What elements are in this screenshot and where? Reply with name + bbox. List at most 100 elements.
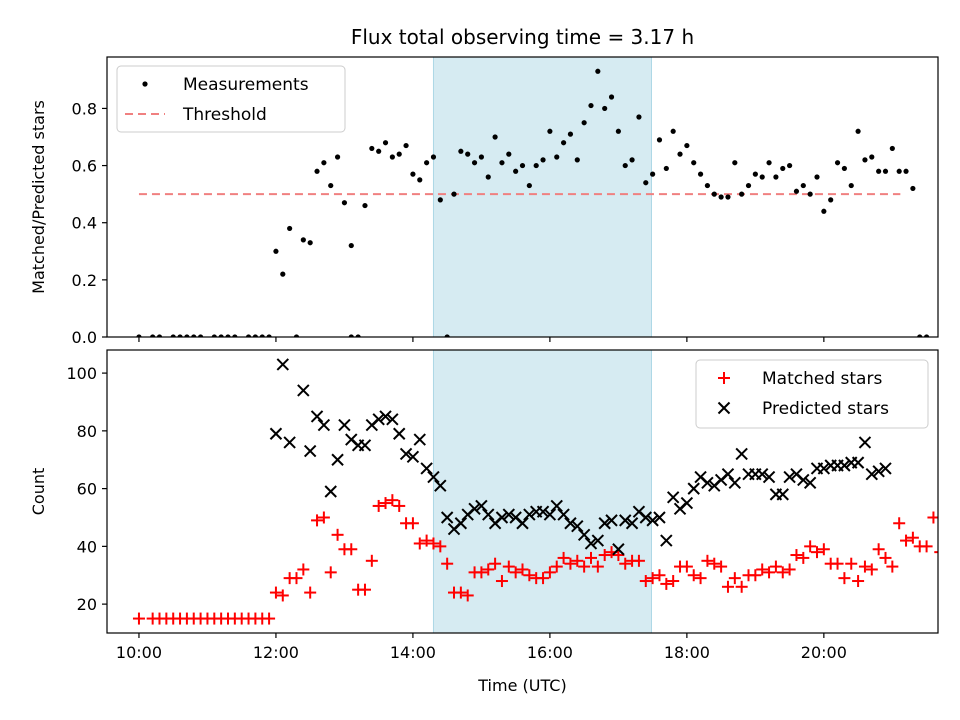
data-point bbox=[513, 168, 519, 174]
data-point bbox=[266, 334, 272, 337]
data-point bbox=[420, 534, 433, 547]
data-point bbox=[763, 566, 776, 579]
data-point bbox=[636, 114, 642, 120]
data-point bbox=[615, 128, 621, 134]
data-point bbox=[252, 334, 258, 337]
data-point bbox=[468, 502, 481, 516]
data-point bbox=[807, 191, 813, 197]
data-point bbox=[269, 586, 282, 599]
data-point bbox=[287, 225, 293, 232]
data-point bbox=[300, 237, 306, 243]
data-point bbox=[800, 182, 806, 189]
data-point bbox=[379, 497, 392, 510]
data-point bbox=[334, 154, 341, 160]
data-point bbox=[136, 334, 142, 337]
data-point bbox=[560, 140, 567, 146]
x-axis-label: Time (UTC) bbox=[477, 676, 566, 695]
data-point bbox=[598, 549, 611, 562]
data-point bbox=[369, 145, 375, 152]
data-point bbox=[317, 511, 330, 524]
data-point bbox=[735, 580, 748, 593]
data-point bbox=[276, 358, 289, 371]
data-point bbox=[406, 517, 419, 530]
legend: Matched stars Predicted stars bbox=[695, 359, 929, 429]
data-point bbox=[653, 511, 666, 524]
x-tick-label: 10:00 bbox=[116, 643, 162, 662]
data-point bbox=[831, 557, 844, 570]
highlight-span bbox=[432, 349, 652, 634]
data-point bbox=[803, 476, 817, 490]
series-predicted-stars bbox=[269, 358, 892, 556]
data-point bbox=[776, 566, 789, 579]
data-point bbox=[622, 162, 628, 169]
data-point bbox=[177, 334, 183, 337]
data-point bbox=[595, 68, 601, 74]
data-point bbox=[547, 128, 553, 134]
data-point bbox=[650, 171, 656, 177]
data-point bbox=[762, 470, 776, 484]
data-point bbox=[862, 157, 868, 163]
data-point bbox=[348, 242, 354, 249]
data-point bbox=[557, 508, 570, 521]
y-tick-label: 0.6 bbox=[72, 157, 97, 176]
data-point bbox=[783, 563, 796, 576]
data-point bbox=[132, 612, 145, 625]
data-point bbox=[533, 162, 539, 169]
data-point bbox=[382, 140, 389, 146]
data-point bbox=[797, 473, 810, 487]
data-point bbox=[475, 566, 488, 579]
data-point bbox=[612, 543, 625, 556]
data-point bbox=[482, 563, 495, 576]
data-point bbox=[225, 334, 231, 337]
data-point bbox=[608, 94, 615, 100]
data-point bbox=[680, 496, 694, 510]
data-point bbox=[783, 470, 796, 484]
data-point bbox=[588, 102, 594, 109]
data-point bbox=[639, 575, 652, 588]
data-point bbox=[848, 182, 854, 189]
data-point bbox=[865, 563, 878, 576]
data-point bbox=[444, 334, 450, 337]
data-point bbox=[465, 151, 471, 157]
data-point bbox=[571, 519, 584, 533]
data-point bbox=[941, 546, 953, 558]
data-point bbox=[571, 554, 584, 567]
data-point bbox=[951, 334, 956, 339]
data-point bbox=[441, 557, 454, 570]
data-point bbox=[790, 549, 803, 562]
data-point bbox=[269, 427, 283, 440]
data-point bbox=[879, 462, 892, 475]
data-point bbox=[440, 511, 454, 524]
data-point bbox=[564, 557, 577, 570]
data-point bbox=[471, 160, 478, 166]
data-point bbox=[769, 560, 782, 573]
series-matched-stars bbox=[132, 494, 960, 625]
legend-box bbox=[695, 359, 929, 429]
data-point bbox=[150, 334, 156, 337]
axes-frame bbox=[106, 56, 939, 338]
data-point bbox=[629, 157, 635, 163]
data-point bbox=[869, 154, 875, 160]
data-point bbox=[955, 555, 960, 567]
data-point bbox=[550, 499, 563, 513]
data-point bbox=[324, 566, 337, 579]
y-tick-label: 40 bbox=[77, 537, 97, 556]
axes-frame bbox=[106, 349, 939, 634]
x-tick-label: 12:00 bbox=[253, 643, 299, 662]
y-axis-label: Count bbox=[29, 468, 48, 516]
data-point bbox=[304, 586, 317, 599]
data-point bbox=[324, 485, 337, 498]
data-point bbox=[574, 157, 580, 163]
data-point bbox=[838, 572, 851, 585]
legend-entry: Threshold bbox=[182, 105, 267, 125]
data-point bbox=[643, 180, 649, 186]
data-point bbox=[499, 160, 505, 166]
data-point bbox=[245, 334, 252, 337]
data-point bbox=[191, 334, 197, 337]
data-point bbox=[718, 372, 730, 384]
data-point bbox=[263, 612, 276, 625]
data-point bbox=[311, 514, 324, 527]
data-point bbox=[461, 589, 474, 602]
data-point bbox=[403, 142, 409, 149]
